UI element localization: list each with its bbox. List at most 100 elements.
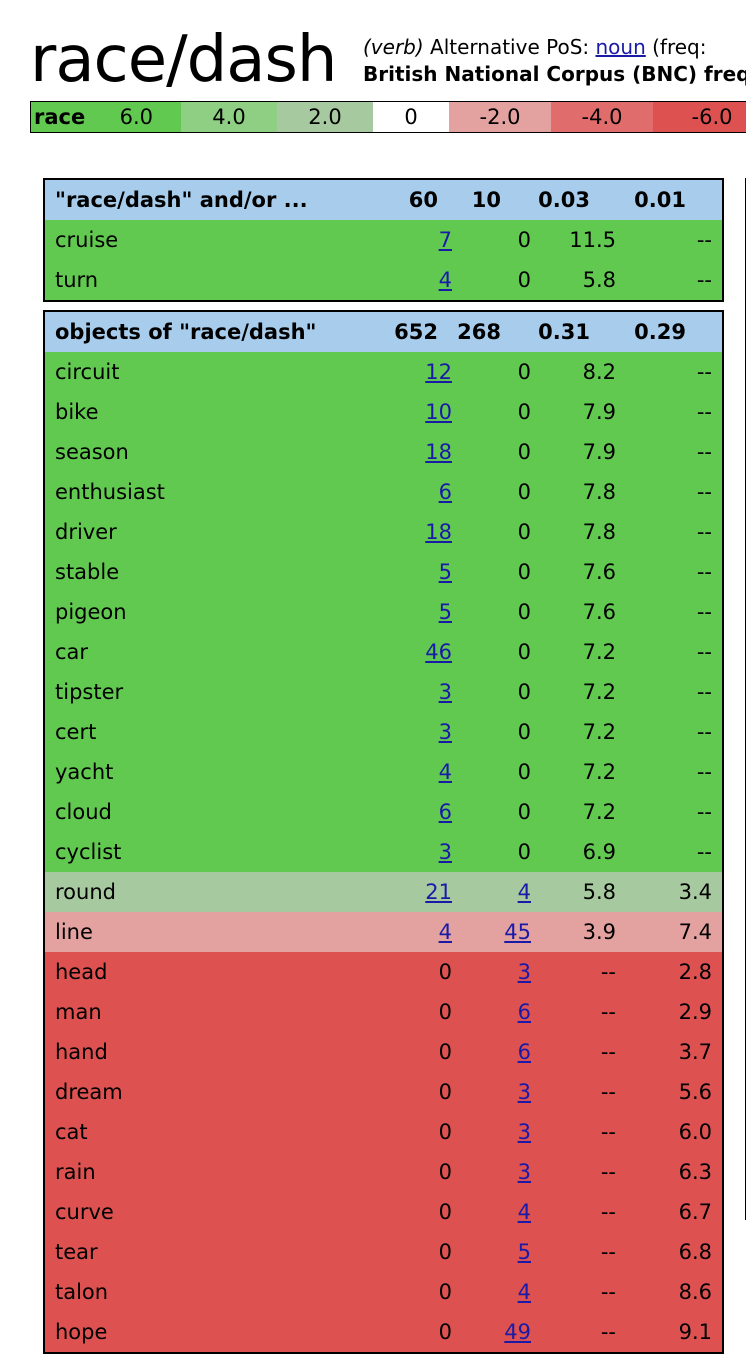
count-link[interactable]: 3 <box>438 840 452 864</box>
count-2: 6 <box>518 992 531 1032</box>
count-link[interactable]: 5 <box>517 1240 531 1264</box>
count-link[interactable]: 4 <box>517 1280 531 1304</box>
table-row: cert 3 0 7.2 -- <box>45 712 722 752</box>
alt-pos-noun-link[interactable]: noun <box>595 35 646 59</box>
count-2: 0 <box>517 760 531 784</box>
score-2: -- <box>696 560 712 584</box>
count-2: 4 <box>518 872 531 912</box>
score-2: 3.4 <box>678 880 712 904</box>
count-link[interactable]: 5 <box>438 600 452 624</box>
count-link[interactable]: 4 <box>517 1200 531 1224</box>
count-link[interactable]: 6 <box>438 480 452 504</box>
score-2: 7.4 <box>678 920 712 944</box>
scale-value: 4.0 <box>212 105 246 129</box>
score-2: 2.9 <box>678 1000 712 1024</box>
collocate-word: cert <box>55 720 97 744</box>
count-link[interactable]: 46 <box>425 640 452 664</box>
bnc-frequency-line: British National Corpus (BNC) freq <box>363 62 746 86</box>
table-row: curve 0 4 -- 6.7 <box>45 1192 722 1232</box>
score-1: 7.6 <box>582 560 616 584</box>
table-row: round 21 4 5.8 3.4 <box>45 872 722 912</box>
count-link[interactable]: 6 <box>517 1040 531 1064</box>
count-2: 4 <box>518 1272 531 1312</box>
count-link[interactable]: 10 <box>425 400 452 424</box>
count-2: 6 <box>518 1032 531 1072</box>
count-link[interactable]: 21 <box>425 880 452 904</box>
table-row: rain 0 3 -- 6.3 <box>45 1152 722 1192</box>
count-link[interactable]: 3 <box>517 1120 531 1144</box>
count-link[interactable]: 5 <box>438 560 452 584</box>
count-2: 0 <box>517 800 531 824</box>
count-2: 0 <box>517 440 531 464</box>
count-link[interactable]: 4 <box>438 920 452 944</box>
score-2: 3.7 <box>678 1040 712 1064</box>
count-link[interactable]: 18 <box>425 440 452 464</box>
scale-cell: -6.0 <box>653 102 746 132</box>
count-2: 5 <box>518 1232 531 1272</box>
count-link[interactable]: 3 <box>438 720 452 744</box>
score-1: 7.2 <box>582 800 616 824</box>
pos-info: (verb) Alternative PoS: noun (freq: <box>363 35 707 59</box>
count-1: 21 <box>425 872 452 912</box>
count-link[interactable]: 3 <box>517 1160 531 1184</box>
table-row: stable 5 0 7.6 -- <box>45 552 722 592</box>
count-1: 0 <box>438 1080 452 1104</box>
count-2: 0 <box>517 680 531 704</box>
count-2: 0 <box>517 840 531 864</box>
count-link[interactable]: 18 <box>425 520 452 544</box>
score-2: 5.6 <box>678 1080 712 1104</box>
count-1: 7 <box>439 220 452 260</box>
score-1: 5.8 <box>582 268 616 292</box>
table-row: bike 10 0 7.9 -- <box>45 392 722 432</box>
score-1: -- <box>600 1320 616 1344</box>
count-link[interactable]: 4 <box>517 880 531 904</box>
score-1: 7.6 <box>582 600 616 624</box>
scale-cell: race 6.0 <box>31 102 181 132</box>
table-row: dream 0 3 -- 5.6 <box>45 1072 722 1112</box>
scale-value: 2.0 <box>308 105 342 129</box>
count-link[interactable]: 6 <box>438 800 452 824</box>
collocate-word: head <box>55 960 108 984</box>
count-1: 0 <box>438 960 452 984</box>
score-1: 3.9 <box>582 920 616 944</box>
count-1: 0 <box>438 1120 452 1144</box>
table-row: cat 0 3 -- 6.0 <box>45 1112 722 1152</box>
table-row: turn 4 0 5.8 -- <box>45 260 722 300</box>
collocate-word: cat <box>55 1120 88 1144</box>
score-2: 6.0 <box>678 1120 712 1144</box>
collocate-word: pigeon <box>55 600 127 624</box>
table-row: cyclist 3 0 6.9 -- <box>45 832 722 872</box>
table-row: man 0 6 -- 2.9 <box>45 992 722 1032</box>
collocate-word: hand <box>55 1040 108 1064</box>
section-title: objects of "race/dash" <box>55 320 317 344</box>
count-link[interactable]: 4 <box>438 268 452 292</box>
count-link[interactable]: 3 <box>517 960 531 984</box>
score-2: 2.8 <box>678 960 712 984</box>
score-1: 7.9 <box>582 400 616 424</box>
count-link[interactable]: 3 <box>438 680 452 704</box>
scale-cell: 0 <box>373 102 449 132</box>
score-1: -- <box>600 960 616 984</box>
count-link[interactable]: 6 <box>517 1000 531 1024</box>
score-1: 11.5 <box>569 228 616 252</box>
count-link[interactable]: 12 <box>425 360 452 384</box>
collocate-word: dream <box>55 1080 123 1104</box>
score-1: -- <box>600 1000 616 1024</box>
scale-value: -4.0 <box>581 105 623 129</box>
count-2: 0 <box>517 268 531 292</box>
count-1: 6 <box>439 472 452 512</box>
count-2: 0 <box>517 520 531 544</box>
count-1: 4 <box>439 260 452 300</box>
score-2: -- <box>696 440 712 464</box>
count-link[interactable]: 3 <box>517 1080 531 1104</box>
scale-value: -2.0 <box>479 105 521 129</box>
collocate-word: cloud <box>55 800 112 824</box>
count-link[interactable]: 45 <box>504 920 531 944</box>
score-2: -- <box>696 760 712 784</box>
section-header: "race/dash" and/or ... 60 10 0.03 0.01 <box>45 180 722 220</box>
header-count-2: 268 <box>457 320 501 344</box>
count-link[interactable]: 4 <box>438 760 452 784</box>
count-link[interactable]: 49 <box>504 1320 531 1344</box>
count-link[interactable]: 7 <box>438 228 452 252</box>
score-1: -- <box>600 1280 616 1304</box>
